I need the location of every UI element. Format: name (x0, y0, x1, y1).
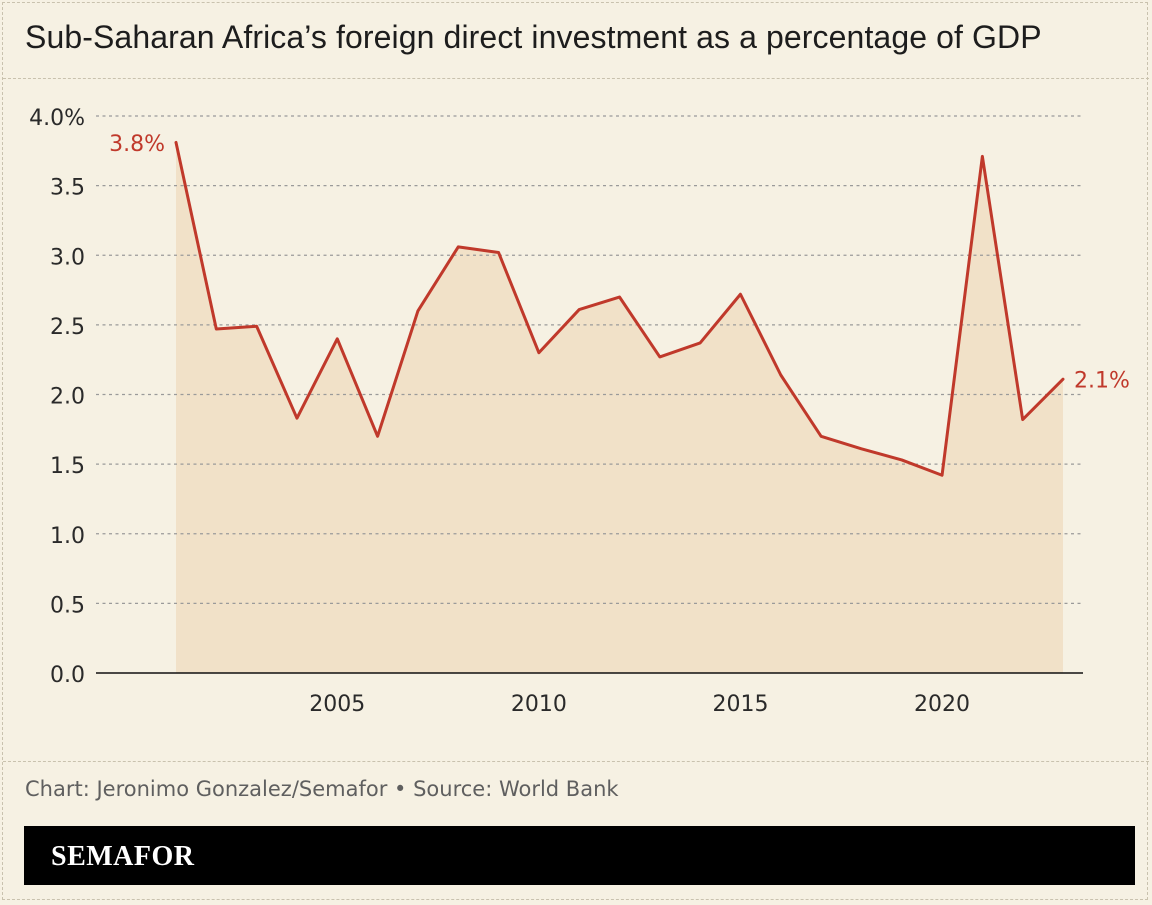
y-tick-label: 1.5 (50, 454, 85, 479)
data-point (537, 351, 541, 355)
data-point (940, 473, 944, 477)
series-line (174, 140, 1065, 477)
y-tick-label: 0.0 (50, 663, 85, 688)
data-point (618, 295, 622, 299)
y-tick-label: 1.0 (50, 524, 85, 549)
data-point (376, 434, 380, 438)
chart-plot: 0.0 0.5 1.0 1.5 2.0 2.5 3.0 3.5 4.0% 2005 2010 2015… (29, 106, 1130, 717)
area-fill (176, 142, 1063, 673)
data-label: 3.8% (109, 132, 165, 157)
chart-credit: Chart: Jeronimo Gonzalez/Semafor • Sourc… (25, 777, 619, 801)
data-point (295, 416, 299, 420)
x-tick-label: 2015 (712, 692, 768, 717)
data-point (497, 250, 501, 254)
data-point (900, 458, 904, 462)
y-tick-label: 4.0% (29, 106, 85, 131)
y-tick-label: 3.0 (50, 245, 85, 270)
x-tick-label: 2005 (309, 692, 365, 717)
brand-logo: SEMAFOR (51, 841, 195, 872)
data-point (738, 292, 742, 296)
footer-divider (3, 761, 1149, 762)
data-point (1061, 377, 1065, 381)
data-point (698, 341, 702, 345)
data-point (416, 309, 420, 313)
y-tick-label: 2.0 (50, 385, 85, 410)
data-point (456, 245, 460, 249)
data-point (577, 308, 581, 312)
y-tick-label: 0.5 (50, 593, 85, 618)
data-point (819, 434, 823, 438)
chart-title: Sub-Saharan Africa’s foreign direct inve… (25, 19, 1042, 55)
data-point (779, 373, 783, 377)
data-label: 2.1% (1074, 369, 1130, 394)
data-point (255, 324, 259, 328)
title-divider (3, 78, 1149, 79)
data-point (335, 337, 339, 341)
brand-bar: SEMAFOR (24, 826, 1135, 885)
y-tick-label: 3.5 (50, 176, 85, 201)
data-point (1021, 418, 1025, 422)
y-tick-label: 2.5 (50, 315, 85, 340)
x-tick-label: 2010 (511, 692, 567, 717)
data-point (658, 355, 662, 359)
x-tick-label: 2020 (914, 692, 970, 717)
data-point (980, 154, 984, 158)
data-point (174, 140, 178, 144)
data-point (859, 447, 863, 451)
data-point (214, 327, 218, 331)
